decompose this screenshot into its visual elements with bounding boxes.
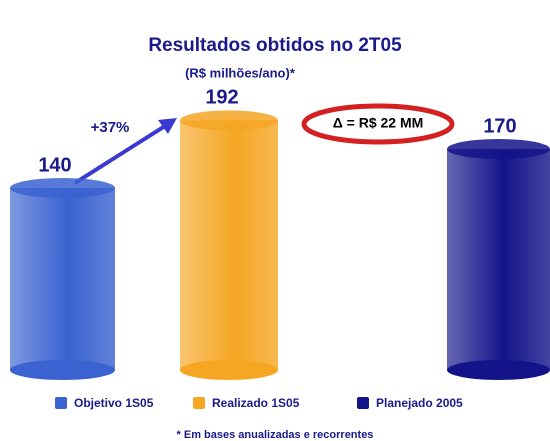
- difference-label: Δ = R$ 22 MM: [333, 115, 424, 131]
- bar-top: [10, 178, 115, 198]
- chart-subtitle: (R$ milhões/ano)*: [185, 65, 296, 80]
- arrow-head: [158, 118, 177, 134]
- legend-label: Planejado 2005: [376, 396, 463, 410]
- legend-swatch: [193, 397, 205, 409]
- legend-label: Realizado 1S05: [212, 396, 300, 410]
- growth-label: +37%: [91, 119, 130, 136]
- value-label: 140: [38, 154, 71, 176]
- legend-label: Objetivo 1S05: [74, 396, 154, 410]
- value-label: 170: [483, 115, 516, 137]
- bar: [447, 149, 550, 370]
- bar: [10, 188, 115, 370]
- footnote: * Em bases anualizadas e recorrentes: [177, 429, 374, 441]
- growth-arrow: [73, 124, 167, 185]
- bar-top: [180, 110, 278, 131]
- chart-title: Resultados obtidos no 2T05: [148, 35, 402, 56]
- bar: [180, 120, 278, 371]
- bar-top: [447, 139, 550, 159]
- legend-swatch: [357, 397, 369, 409]
- highlight-circle: [301, 103, 455, 145]
- value-label: 192: [205, 87, 238, 109]
- legend-swatch: [55, 397, 67, 409]
